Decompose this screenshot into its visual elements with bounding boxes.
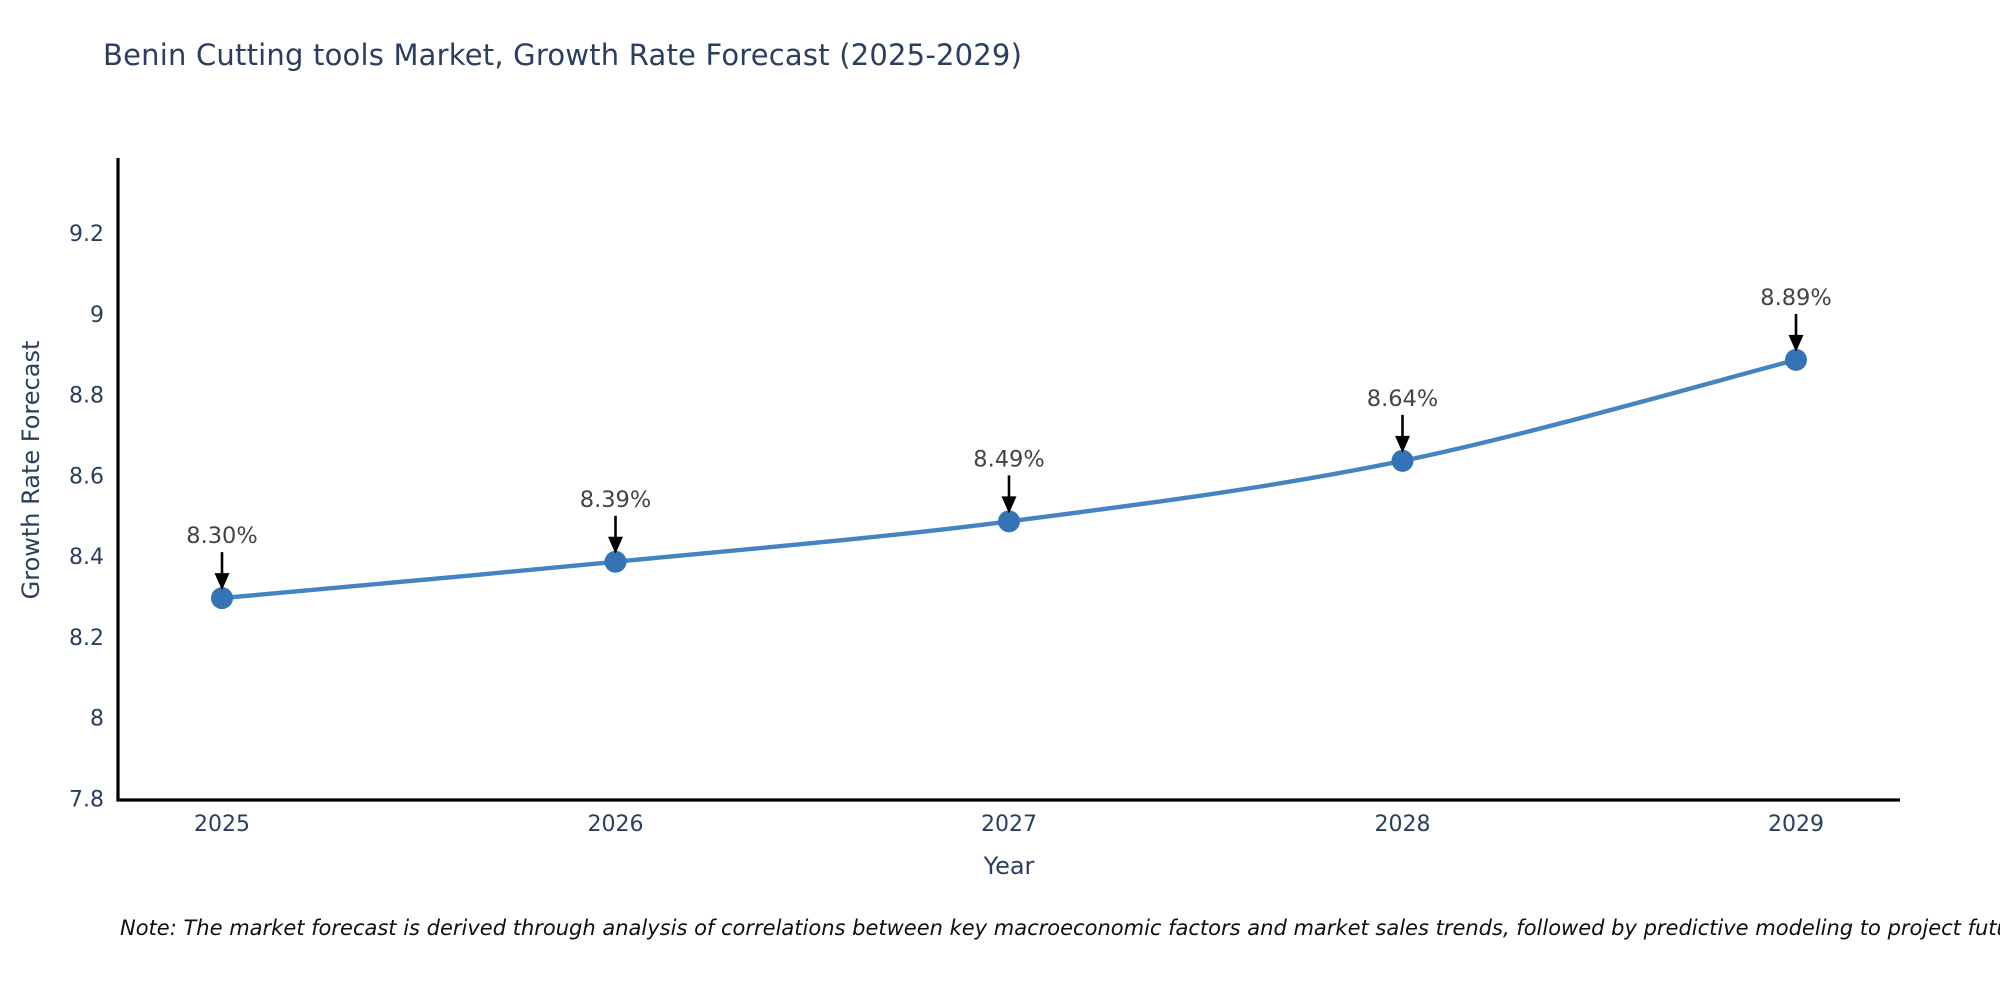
chart-title: Benin Cutting tools Market, Growth Rate … — [103, 38, 1023, 72]
point-value-label: 8.89% — [1760, 285, 1831, 311]
point-value-label: 8.39% — [580, 487, 651, 513]
annotation-arrowhead-icon — [1395, 435, 1410, 453]
y-tick-label: 8.2 — [69, 626, 104, 651]
data-point-marker[interactable] — [1391, 449, 1414, 472]
annotation-arrowhead-icon — [608, 536, 623, 554]
point-value-label: 8.49% — [973, 446, 1044, 472]
y-tick-label: 9 — [90, 303, 104, 328]
x-tick-label: 2027 — [981, 812, 1037, 837]
x-axis-title: Year — [983, 852, 1035, 880]
data-point-marker[interactable] — [998, 510, 1020, 533]
annotation-arrowhead-icon — [214, 573, 230, 591]
point-value-label: 8.30% — [186, 523, 257, 549]
x-tick-label: 2028 — [1375, 812, 1431, 837]
point-value-label: 8.64% — [1367, 386, 1438, 412]
y-tick-label: 7.8 — [69, 788, 104, 813]
data-point-marker[interactable] — [604, 550, 627, 573]
x-tick-label: 2029 — [1768, 812, 1824, 837]
x-tick-label: 2026 — [588, 812, 644, 837]
annotation-arrowhead-icon — [1001, 496, 1017, 514]
y-tick-label: 8.4 — [69, 545, 104, 570]
y-tick-label: 8.8 — [69, 384, 104, 409]
x-tick-label: 2025 — [194, 812, 250, 837]
annotation-arrowhead-icon — [1788, 334, 1804, 352]
y-tick-label: 8.6 — [69, 464, 104, 489]
y-tick-label: 9.2 — [69, 222, 104, 247]
footnote: Note: The market forecast is derived thr… — [120, 916, 2000, 940]
data-point-marker[interactable] — [211, 587, 233, 610]
axis-spines — [116, 158, 1900, 802]
data-point-marker[interactable] — [1785, 348, 1807, 371]
y-tick-label: 8 — [90, 707, 104, 732]
